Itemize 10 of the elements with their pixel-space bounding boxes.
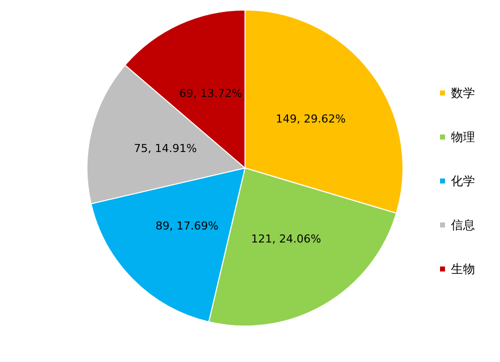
data-label: 89, 17.69%: [155, 219, 218, 232]
legend-label: 数学: [451, 86, 475, 100]
data-label: 75, 14.91%: [134, 142, 197, 155]
legend-label: 生物: [451, 262, 475, 276]
data-label: 121, 24.06%: [251, 232, 322, 246]
data-label: 69, 13.72%: [179, 86, 242, 100]
legend-label: 物理: [451, 130, 475, 144]
legend-label: 化学: [451, 174, 475, 188]
data-label: 149, 29.62%: [276, 112, 346, 126]
legend-label: 信息: [451, 218, 475, 232]
